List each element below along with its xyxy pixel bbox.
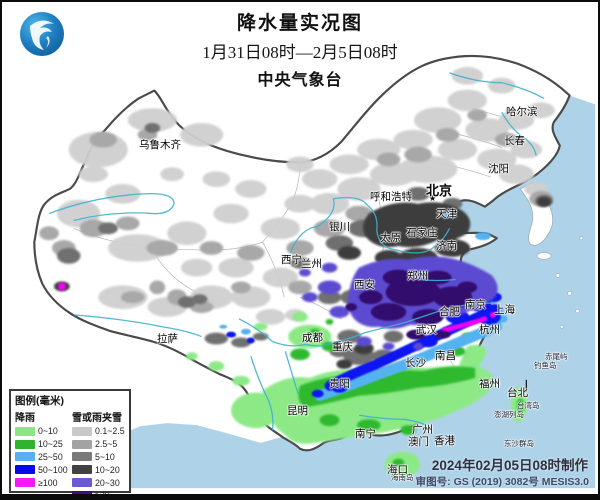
city-label-xian: 西安	[354, 279, 375, 291]
legend-range: 0~10	[38, 426, 58, 437]
legend-snow-column: 雪或雨夹雪 0.1~2.5 2.5~5 5~10 10~20 20~30 ≥30	[72, 409, 130, 500]
legend-rain-header: 降雨	[15, 413, 35, 424]
city-label-hongkong: 香港	[434, 435, 455, 447]
city-label-shijiazhuang: 石家庄	[406, 227, 438, 239]
city-label-hohhot: 呼和浩特	[370, 191, 412, 203]
legend-range: ≥30	[95, 490, 110, 500]
city-label-guangzhou: 广州	[412, 424, 433, 436]
cma-logo	[20, 12, 64, 56]
snow-medium-areas	[39, 109, 553, 313]
legend-swatch-rain-2	[15, 439, 35, 449]
city-label-yinchuan: 银川	[329, 221, 350, 233]
city-label-beijing: 北京	[426, 183, 453, 198]
city-label-chongqing: 重庆	[332, 341, 353, 353]
city-label-nanchang: 南昌	[435, 350, 456, 362]
legend-swatch-snow-5	[72, 478, 92, 488]
legend-swatch-rain-1	[15, 426, 35, 436]
legend-swatch-rain-4	[15, 465, 35, 475]
legend-swatch-snow-2	[72, 439, 92, 449]
island-label-chiwei: 赤尾屿	[545, 352, 568, 361]
island-label-diaoyu: 钓鱼岛	[534, 361, 557, 370]
city-label-shenyang: 沈阳	[488, 163, 509, 175]
legend-range: 10~25	[38, 439, 63, 450]
city-label-lhasa: 拉萨	[157, 333, 178, 345]
city-label-changchun: 长春	[504, 135, 525, 147]
city-label-macau: 澳门	[408, 436, 429, 448]
city-label-tianjin: 天津	[436, 208, 457, 220]
legend-range: 20~30	[95, 477, 120, 488]
city-label-taipei: 台北	[507, 387, 528, 399]
city-label-kunming: 昆明	[287, 405, 308, 417]
city-label-hangzhou: 杭州	[479, 324, 500, 336]
city-label-guiyang: 贵阳	[329, 378, 350, 390]
legend-range: 5~10	[95, 451, 115, 462]
city-label-chengdu: 成都	[302, 332, 323, 344]
legend-swatch-snow-3	[72, 452, 92, 462]
china-precipitation-map	[33, 54, 596, 489]
legend-range: 50~100	[38, 464, 68, 475]
city-label-nanjing: 南京	[465, 299, 486, 311]
legend-rain-column: 降雨 0~10 10~25 25~50 50~100 ≥100	[15, 409, 72, 494]
city-label-wuhan: 武汉	[416, 324, 437, 336]
city-label-xining: 西宁	[281, 254, 302, 266]
city-label-haikou: 海口	[387, 464, 408, 476]
legend-snow-header: 雪或雨夹雪	[72, 413, 122, 424]
legend-swatch-rain-3	[15, 452, 35, 462]
legend-swatch-snow-1	[72, 426, 92, 436]
island-label-hainan: 海南岛	[391, 473, 414, 482]
city-label-changsha: 长沙	[405, 357, 426, 369]
legend-range: 0.1~2.5	[95, 426, 125, 437]
city-label-fuzhou: 福州	[479, 378, 500, 390]
legend-box: 图例(毫米) 降雨 0~10 10~25 25~50 50~100 ≥100 雪…	[9, 389, 131, 494]
city-label-harbin: 哈尔滨	[506, 106, 538, 118]
island-label-penghu: 澎湖列岛	[494, 410, 524, 419]
legend-swatch-rain-5	[15, 478, 35, 488]
city-label-urumqi: 乌鲁木齐	[139, 139, 181, 151]
city-label-jinan: 济南	[436, 240, 457, 252]
legend-swatch-snow-6	[72, 490, 92, 494]
island-label-taiwan: 台湾岛	[517, 401, 540, 410]
city-label-hefei: 合肥	[439, 306, 460, 318]
city-label-nanning: 南宁	[355, 428, 376, 440]
island-label-dongsha: 东沙群岛	[504, 439, 534, 448]
city-label-shanghai: 上海	[494, 304, 515, 316]
city-label-taiyuan: 太原	[380, 232, 401, 244]
legend-range: 10~20	[95, 464, 120, 475]
map-approval-number: 审图号: GS (2019) 3082号 MESIS3.0	[415, 476, 589, 488]
snow-indigo-areas	[345, 269, 478, 340]
sea-islands	[536, 236, 584, 329]
legend-range: 25~50	[38, 451, 63, 462]
rivers	[48, 72, 545, 431]
city-label-lanzhou: 兰州	[301, 258, 322, 270]
legend-range: 2.5~5	[95, 439, 118, 450]
city-label-zhengzhou: 郑州	[407, 270, 428, 282]
legend-swatch-snow-4	[72, 465, 92, 475]
made-timestamp: 2024年02月05日08时制作	[431, 458, 588, 473]
beijing-star-icon: ★	[429, 194, 437, 203]
legend-title: 图例(毫米)	[15, 395, 64, 407]
legend-range: ≥100	[38, 477, 58, 488]
